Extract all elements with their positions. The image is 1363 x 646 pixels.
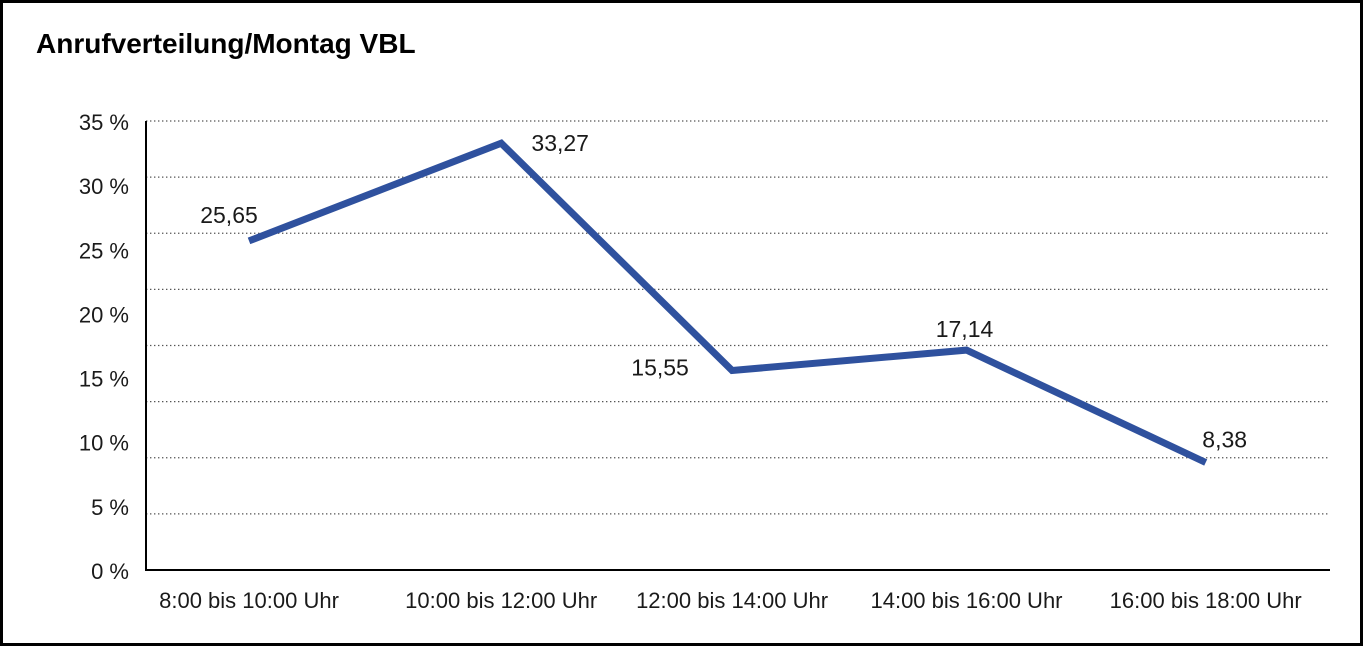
y-tick-label: 30 %	[79, 174, 129, 199]
y-tick-label: 0 %	[91, 559, 129, 584]
y-tick-label: 20 %	[79, 302, 129, 327]
point-label: 15,55	[631, 355, 689, 381]
y-tick-label: 25 %	[79, 238, 129, 263]
line-chart-canvas: 35 % 30 % 25 % 20 % 15 % 10 % 5 % 0 % 8:00 bis 1…	[79, 110, 1330, 613]
y-tick-label: 15 %	[79, 367, 129, 392]
y-tick-label: 10 %	[79, 431, 129, 456]
x-tick-label: 10:00 bis 12:00 Uhr	[405, 588, 597, 613]
point-label: 33,27	[531, 130, 589, 156]
y-tick-label: 35 %	[79, 110, 129, 135]
y-tick-label: 5 %	[91, 495, 129, 520]
x-tick-label: 8:00 bis 10:00 Uhr	[159, 588, 339, 613]
point-label: 17,14	[936, 316, 994, 342]
chart-title: Anrufverteilung/Montag VBL	[36, 28, 416, 59]
point-label: 25,65	[200, 202, 258, 228]
point-label: 8,38	[1202, 426, 1247, 452]
series-line	[247, 139, 1208, 466]
x-tick-label: 12:00 bis 14:00 Uhr	[636, 588, 828, 613]
x-tick-label: 14:00 bis 16:00 Uhr	[870, 588, 1062, 613]
x-tick-label: 16:00 bis 18:00 Uhr	[1110, 588, 1302, 613]
